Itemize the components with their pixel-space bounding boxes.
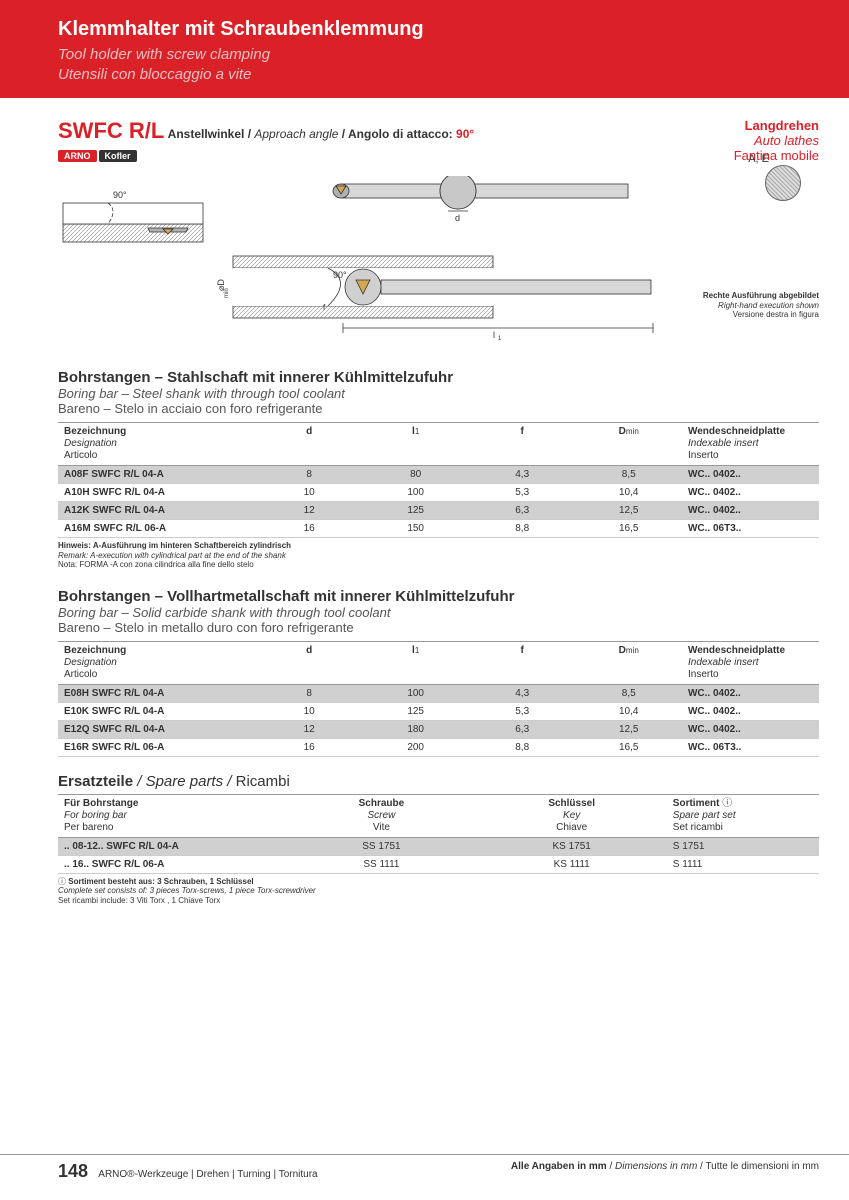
angle-label: Anstellwinkel / Approach angle / Angolo … [168,127,475,141]
page-number: 148 [58,1161,88,1181]
table-row: E08H SWFC R/L 04-A81004,38,5WC.. 0402.. [58,684,819,702]
svg-text:90°: 90° [113,190,127,200]
table-steel-shank: BezeichnungDesignationArticolo d l1 f Dm… [58,422,819,538]
category-en: Auto lathes [734,133,819,148]
table-row: E12Q SWFC R/L 04-A121806,312,5WC.. 0402.… [58,720,819,738]
footer-left: 148 ARNO®-Werkzeuge | Drehen | Turning |… [58,1161,318,1182]
th-dmin: Dmin [575,423,682,466]
product-code: SWFC R/L [58,118,164,143]
th-insert: WendeschneidplatteIndexable insertInsert… [682,423,819,466]
content: 2 SWFC R/L Anstellwinkel / Approach angl… [0,98,849,906]
diagram-area: A, E 90° 90° ⌀D min f [58,171,819,351]
svg-text:l: l [493,330,495,340]
section1-title-it: Bareno – Stelo in acciaio con foro refri… [58,401,819,416]
table-row: .. 08-12.. SWFC R/L 04-ASS 1751KS 1751S … [58,837,819,855]
page-footer: 148 ARNO®-Werkzeuge | Drehen | Turning |… [0,1154,849,1182]
table-row: A10H SWFC R/L 04-A101005,310,4WC.. 0402.… [58,484,819,502]
section2-title-it: Bareno – Stelo in metallo duro con foro … [58,620,819,635]
section1-title-en: Boring bar – Steel shank with through to… [58,386,819,401]
category-it: Fantina mobile [734,148,819,163]
category-de: Langdrehen [734,118,819,133]
section2-title-en: Boring bar – Solid carbide shank with th… [58,605,819,620]
header-title-it: Utensili con bloccaggio a vite [58,65,849,85]
page-header: Klemmhalter mit Schraubenklemmung Tool h… [0,0,849,98]
technical-drawing: 90° 90° ⌀D min f l 1 [58,176,678,341]
table-carbide-shank: BezeichnungDesignationArticolo d l1 f Dm… [58,641,819,757]
table-row: A16M SWFC R/L 06-A161508,816,5WC.. 06T3.… [58,520,819,538]
category-block: Langdrehen Auto lathes Fantina mobile [734,118,819,163]
brand-badges: ARNOKofler [58,148,474,162]
product-title-block: SWFC R/L Anstellwinkel / Approach angle … [58,118,474,162]
header-title-de: Klemmhalter mit Schraubenklemmung [58,18,849,41]
table-spare-parts: Für BohrstangeFor boring barPer bareno S… [58,794,819,874]
diagram-note: Rechte Ausführung abgebildet Right-hand … [703,291,819,320]
cross-section-icon [765,165,801,201]
svg-text:90°: 90° [333,270,347,280]
spare-note: ⓘ Sortiment besteht aus: 3 Schrauben, 1 … [58,877,819,906]
th-d: d [256,423,363,466]
table-row: .. 16.. SWFC R/L 06-ASS 1111KS 1111S 111… [58,855,819,873]
table1-note: Hinweis: A-Ausführung im hinteren Schaft… [58,541,819,570]
header-title-en: Tool holder with screw clamping [58,45,849,65]
table-row: E10K SWFC R/L 04-A101255,310,4WC.. 0402.… [58,702,819,720]
spare-parts-title: Ersatzteile / Spare parts / Ricambi [58,773,819,790]
table-row: A08F SWFC R/L 04-A8804,38,5WC.. 0402.. [58,466,819,484]
kofler-badge: Kofler [99,150,137,162]
svg-text:d: d [455,213,460,223]
svg-text:1: 1 [498,336,502,341]
th-f: f [469,423,576,466]
svg-text:min: min [224,288,230,298]
section1-title-de: Bohrstangen – Stahlschaft mit innerer Kü… [58,369,819,386]
arno-badge: ARNO [58,150,97,162]
table-row: E16R SWFC R/L 06-A162008,816,5WC.. 06T3.… [58,738,819,756]
th-designation: BezeichnungDesignationArticolo [58,423,256,466]
angle-value: 90° [456,127,474,141]
table-row: A12K SWFC R/L 04-A121256,312,5WC.. 0402.… [58,502,819,520]
diagram-letters: A, E [748,153,769,165]
section2-title-de: Bohrstangen – Vollhartmetallschaft mit i… [58,588,819,605]
footer-right: Alle Angaben in mm / Dimensions in mm / … [511,1161,819,1182]
th-l1: l1 [362,423,469,466]
title-row: SWFC R/L Anstellwinkel / Approach angle … [58,118,819,163]
